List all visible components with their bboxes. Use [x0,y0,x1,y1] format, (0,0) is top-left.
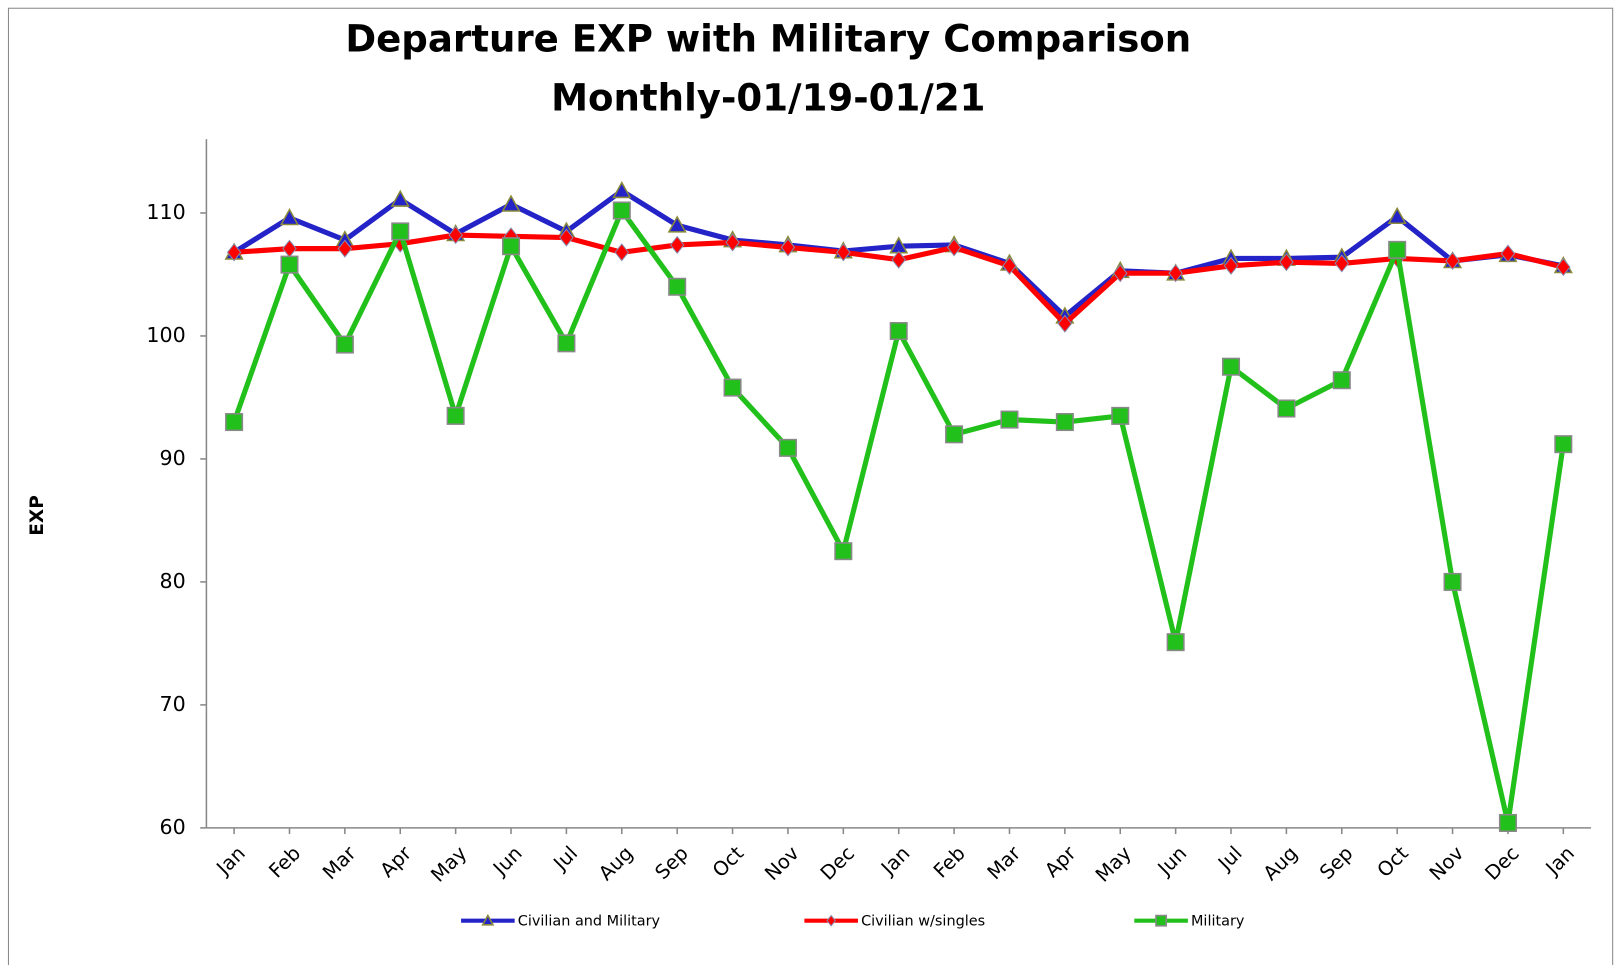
x-tick-label: Apr [376,841,417,882]
x-tick-label: Sep [1315,842,1357,884]
marker [501,194,521,212]
marker [501,237,521,256]
marker [1500,244,1516,263]
marker [226,243,242,262]
marker [446,406,465,425]
x-tick-label: Dec [816,842,859,885]
x-tick-label: Apr [1040,841,1081,882]
marker [282,239,297,258]
legend-marker [481,913,495,926]
marker [1111,406,1130,425]
marker [1332,371,1351,390]
marker [1112,264,1128,283]
x-tick-label: Aug [1259,842,1302,885]
chart-subtitle: Monthly-01/19-01/21 [551,77,985,120]
marker [1002,256,1017,275]
marker [279,208,300,226]
marker [614,243,630,262]
marker [669,235,685,255]
marker [1055,413,1074,432]
legend-label: Military [1191,914,1245,930]
marker [448,226,463,245]
marker [390,189,410,207]
x-tick-label: Oct [708,841,748,881]
y-tick-label: 110 [146,200,185,224]
legend-label: Civilian w/singles [861,914,985,930]
marker [1388,240,1407,259]
x-tick-label: Mar [318,841,361,884]
x-tick-label: May [1091,842,1136,887]
marker [667,215,687,233]
y-axis-label: EXP [27,495,48,536]
x-tick-label: Jun [487,842,526,881]
x-tick-label: Nov [1425,842,1468,885]
marker [1443,572,1462,591]
marker [559,228,574,247]
marker [946,238,962,257]
marker [335,335,354,354]
marker [1387,206,1407,225]
marker [668,277,687,296]
marker [836,243,851,262]
x-tick-label: May [426,842,471,887]
marker [1279,253,1294,272]
marker [1057,314,1073,333]
series-line [231,207,1566,826]
x-tick-label: Nov [760,842,803,885]
x-tick-label: Jun [1152,842,1191,881]
x-tick-label: Jan [211,842,250,881]
x-tick-label: Feb [929,842,970,883]
x-tick-label: Dec [1481,842,1524,885]
x-tick-label: Sep [650,842,692,884]
marker [1168,264,1183,283]
chart-border [7,7,1614,965]
series [225,201,1573,832]
x-tick-label: Aug [594,842,637,885]
marker [889,322,908,341]
y-tick-label: 100 [146,323,185,347]
legend-marker [1155,914,1168,927]
marker [1166,633,1185,652]
marker [1000,410,1019,429]
marker [337,239,353,258]
marker [225,413,244,432]
marker [725,233,740,252]
marker [780,238,796,257]
y-tick-label: 60 [160,815,186,839]
marker [1277,399,1296,418]
marker [1556,258,1571,277]
marker [945,425,964,444]
x-tick-label: Mar [983,841,1026,884]
marker [834,542,853,561]
y-tick-label: 90 [160,446,186,470]
marker [1554,435,1573,454]
x-tick-label: Feb [264,842,305,883]
marker [1445,251,1460,271]
marker [1498,813,1517,832]
marker [1221,357,1241,376]
marker [612,201,631,220]
marker [723,378,742,397]
marker [557,334,576,353]
legend-label: Civilian and Military [518,914,661,930]
x-tick-label: Jan [875,842,914,881]
marker [778,438,797,457]
x-tick-label: Jul [1212,842,1246,876]
x-tick-label: Jul [548,842,582,876]
y-tick-label: 70 [160,692,186,716]
marker [612,180,632,199]
marker [280,255,299,274]
x-tick-label: Oct [1373,841,1413,881]
x-tick-label: Jan [1540,842,1579,881]
y-tick-label: 80 [160,569,186,593]
legend-marker [826,914,836,927]
marker [391,222,410,241]
marker [1223,256,1239,275]
marker [891,250,906,269]
chart-title: Departure EXP with Military Comparison [345,18,1191,61]
marker [1334,254,1350,273]
